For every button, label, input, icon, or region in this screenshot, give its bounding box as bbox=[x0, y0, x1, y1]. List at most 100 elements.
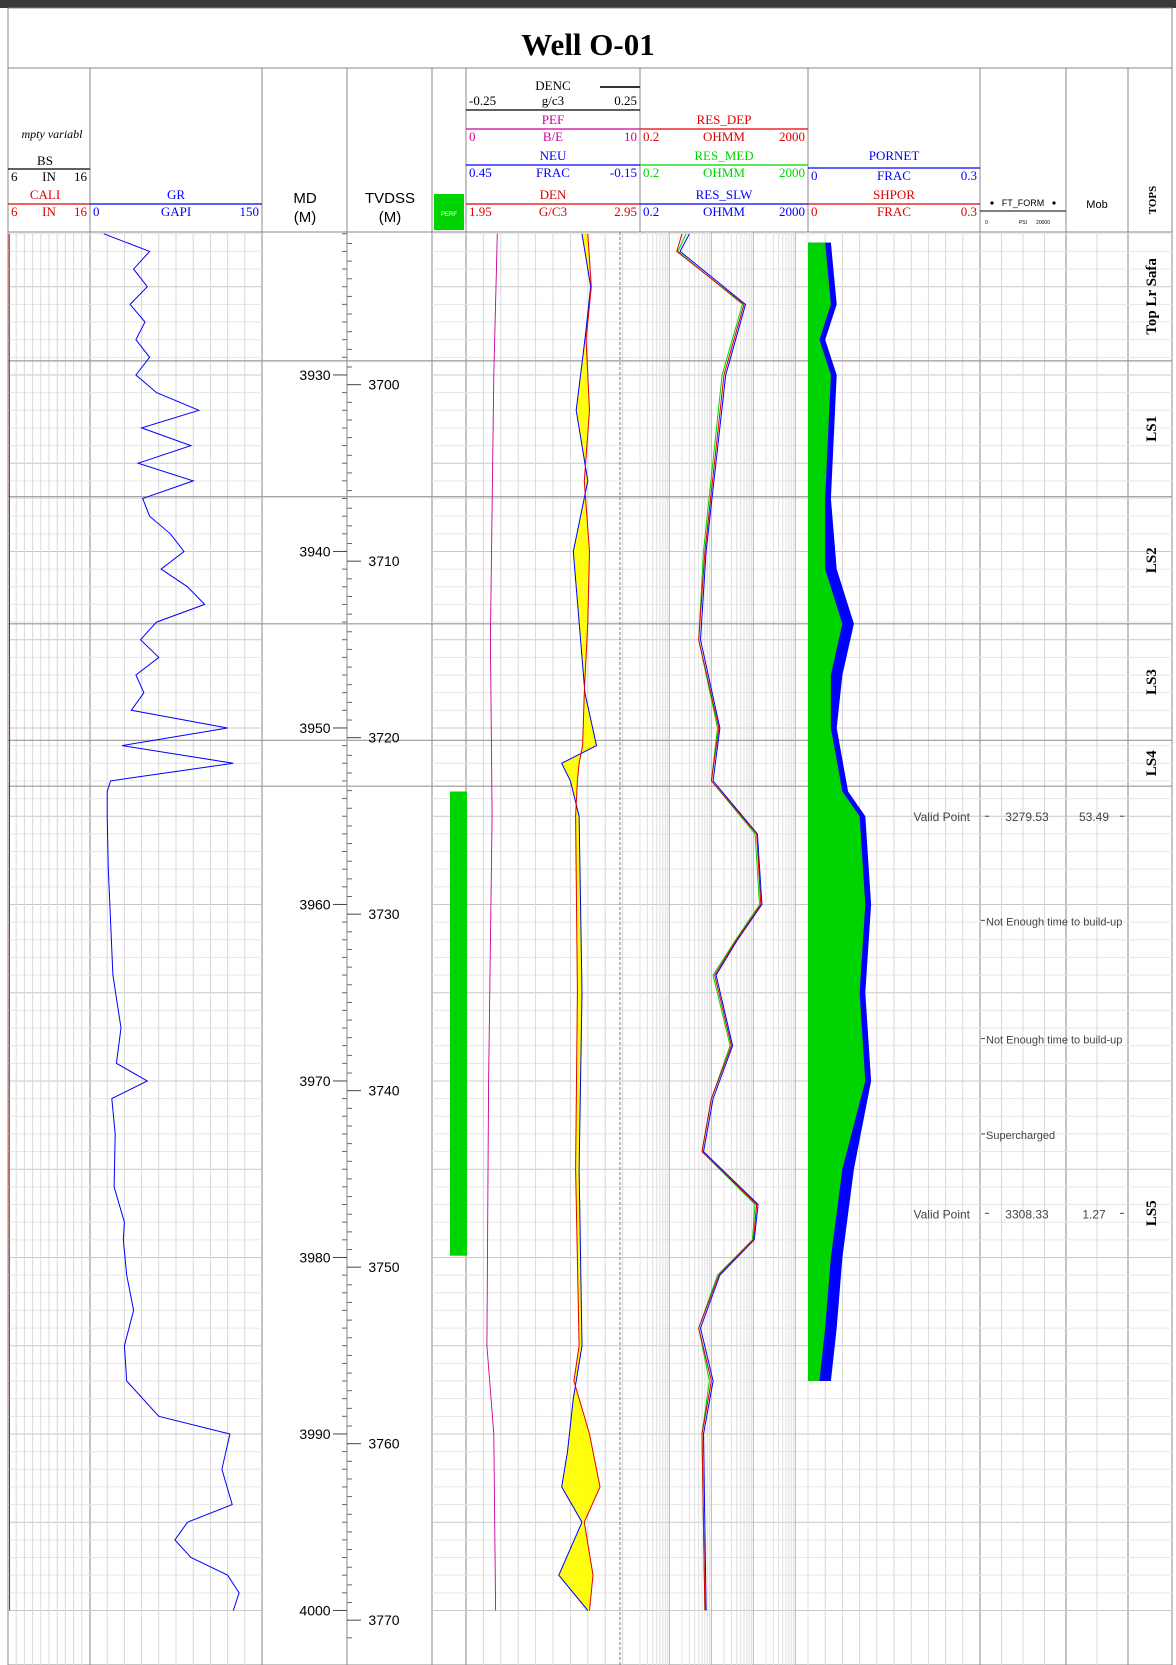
scale-unit: OHMM bbox=[703, 129, 745, 144]
perf-header: PERF bbox=[441, 212, 457, 218]
tvdss-unit: (M) bbox=[379, 209, 402, 226]
md-tick-label: 3930 bbox=[299, 367, 330, 383]
perf-legend-swatch bbox=[434, 194, 464, 230]
tops-header: TOPS bbox=[1147, 186, 1159, 215]
scale-unit: OHMM bbox=[703, 165, 745, 180]
empty-variable-label: mpty variabl bbox=[22, 127, 84, 141]
res-slw-curve bbox=[679, 233, 763, 1611]
md-unit: (M) bbox=[294, 209, 317, 226]
chart-title: Well O-01 bbox=[521, 27, 654, 62]
shpor-fill bbox=[808, 242, 866, 1382]
tvdss-tick-label: 3730 bbox=[368, 906, 399, 922]
scale-max: 2000 bbox=[779, 129, 805, 144]
md-tick-label: 3950 bbox=[299, 720, 330, 736]
scale-unit: IN bbox=[42, 169, 56, 184]
ft-scale-max: 20000 bbox=[1036, 220, 1050, 226]
md-tick-label: 3970 bbox=[299, 1073, 330, 1089]
tvdss-tick-label: 3770 bbox=[368, 1612, 399, 1628]
scale-unit: FRAC bbox=[877, 204, 911, 219]
scale-max: 0.3 bbox=[961, 204, 977, 219]
scale-min: 0.2 bbox=[643, 204, 659, 219]
scale-min: -0.25 bbox=[469, 93, 496, 108]
formation-top-label: LS2 bbox=[1144, 547, 1160, 573]
den-neu-crossover-fill bbox=[558, 233, 600, 1611]
ft-scale-min: 0 bbox=[985, 220, 988, 226]
scale-max: 16 bbox=[74, 204, 88, 219]
scale-min: 0 bbox=[93, 204, 100, 219]
top-bar bbox=[0, 0, 1176, 8]
pef-curve-name: PEF bbox=[542, 112, 564, 127]
formation-top-label: LS3 bbox=[1144, 669, 1160, 695]
formation-top-label: LS1 bbox=[1144, 416, 1160, 442]
shpor-curve-name: SHPOR bbox=[873, 187, 915, 202]
scale-min: 0.2 bbox=[643, 129, 659, 144]
scale-max: 150 bbox=[240, 204, 260, 219]
scale-unit: B/E bbox=[543, 129, 563, 144]
formation-top-label: Top Lr Safa bbox=[1144, 258, 1160, 335]
res-dep-curve bbox=[676, 233, 762, 1611]
scale-unit: OHMM bbox=[703, 204, 745, 219]
scale-min: 6 bbox=[11, 204, 18, 219]
scale-unit: G/C3 bbox=[539, 204, 567, 219]
tvdss-tick-label: 3740 bbox=[368, 1083, 399, 1099]
formation-top-label: LS5 bbox=[1144, 1200, 1160, 1226]
scale-max: 10 bbox=[624, 129, 637, 144]
mob-header: Mob bbox=[1086, 199, 1107, 211]
test-status-label: Valid Point bbox=[914, 1207, 971, 1221]
tvdss-tick-label: 3720 bbox=[368, 730, 399, 746]
scale-max: 2000 bbox=[779, 165, 805, 180]
res-med-curve-name: RES_MED bbox=[694, 148, 753, 163]
scale-min: 0 bbox=[811, 168, 818, 183]
scale-max: 2000 bbox=[779, 204, 805, 219]
scale-min: 0.45 bbox=[469, 165, 492, 180]
scale-unit: IN bbox=[42, 204, 56, 219]
tvdss-tick-label: 3760 bbox=[368, 1436, 399, 1452]
md-tick-label: 3940 bbox=[299, 543, 330, 559]
scale-unit: FRAC bbox=[536, 165, 570, 180]
md-tick-label: 3980 bbox=[299, 1249, 330, 1265]
tvdss-tick-label: 3700 bbox=[368, 377, 399, 393]
md-tick-label: 4000 bbox=[299, 1602, 330, 1618]
den-curve-name: DEN bbox=[540, 187, 567, 202]
scale-max: -0.15 bbox=[610, 165, 637, 180]
neu-curve-name: NEU bbox=[540, 148, 567, 163]
ft-scale-unit: PSI bbox=[1019, 220, 1027, 226]
scale-min: 6 bbox=[11, 169, 18, 184]
md-header: MD bbox=[293, 190, 316, 207]
tvdss-tick-label: 3750 bbox=[368, 1259, 399, 1275]
scale-max: 16 bbox=[74, 169, 88, 184]
md-tick-label: 3960 bbox=[299, 896, 330, 912]
ft-marker-left bbox=[990, 201, 994, 205]
gr-curve-name: GR bbox=[167, 187, 185, 202]
ft-marker-right bbox=[1052, 201, 1056, 205]
cali-curve-name: CALI bbox=[30, 187, 60, 202]
scale-min: 0.2 bbox=[643, 165, 659, 180]
test-status-label: Supercharged bbox=[986, 1130, 1055, 1142]
res-dep-curve-name: RES_DEP bbox=[697, 112, 752, 127]
res-med-curve bbox=[677, 233, 761, 1611]
scale-min: 0 bbox=[811, 204, 818, 219]
scale-max: 0.25 bbox=[614, 93, 637, 108]
test-pressure-value: 3279.53 bbox=[1005, 810, 1049, 824]
md-tick-label: 3990 bbox=[299, 1426, 330, 1442]
pef-curve bbox=[486, 233, 498, 1611]
test-status-label: Valid Point bbox=[914, 810, 971, 824]
tvdss-tick-label: 3710 bbox=[368, 553, 399, 569]
scale-unit: FRAC bbox=[877, 168, 911, 183]
test-status-label: Not Enough time to build-up bbox=[986, 1035, 1122, 1047]
formation-top-label: LS4 bbox=[1144, 750, 1160, 776]
den-curve bbox=[573, 233, 601, 1611]
gr-curve bbox=[103, 233, 240, 1611]
scale-unit: GAPI bbox=[161, 204, 191, 219]
ft-form-header: FT_FORM bbox=[1002, 198, 1045, 208]
res-slw-curve-name: RES_SLW bbox=[696, 187, 754, 202]
test-status-label: Not Enough time to build-up bbox=[986, 916, 1122, 928]
test-mobility-value: 53.49 bbox=[1079, 810, 1109, 824]
scale-unit: g/c3 bbox=[542, 93, 564, 108]
test-pressure-value: 3308.33 bbox=[1005, 1207, 1049, 1221]
denc-curve-name: DENC bbox=[535, 78, 570, 93]
test-mobility-value: 1.27 bbox=[1082, 1207, 1106, 1221]
scale-max: 2.95 bbox=[614, 204, 637, 219]
tvdss-header: TVDSS bbox=[365, 190, 415, 207]
